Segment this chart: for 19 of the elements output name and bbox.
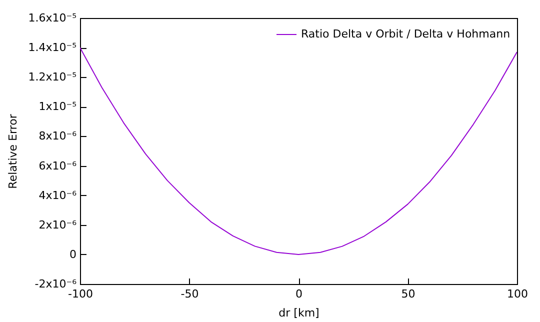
y-tick-label: 1.6x10⁻⁵	[28, 12, 76, 24]
line-series	[80, 47, 517, 255]
x-tick-label: 0	[296, 288, 302, 300]
y-tick-label: -2x10⁻⁶	[34, 278, 78, 290]
x-tick-label: -100	[68, 288, 93, 300]
x-tick-label: -50	[180, 288, 199, 300]
x-tick-label: 100	[507, 288, 528, 300]
y-tick-label: 0	[70, 248, 76, 261]
y-tick-label: 8x10⁻⁶	[38, 130, 78, 143]
y-tick-label: 1x10⁻⁵	[38, 100, 76, 114]
y-tick-label: 2x10⁻⁶	[38, 218, 78, 232]
legend-label: Ratio Delta v Orbit / Delta v Hohmann	[301, 28, 510, 40]
x-axis-title: dr [km]	[278, 306, 320, 320]
y-tick-label: 1.4x10⁻⁵	[28, 41, 76, 54]
y-axis-title: Relative Error	[6, 114, 20, 189]
y-tick-label: 1.2x10⁻⁵	[28, 70, 76, 84]
y-tick-label: 6x10⁻⁶	[38, 159, 78, 172]
y-tick-label: 4x10⁻⁶	[38, 188, 78, 202]
x-tick-label: 50	[401, 288, 416, 300]
